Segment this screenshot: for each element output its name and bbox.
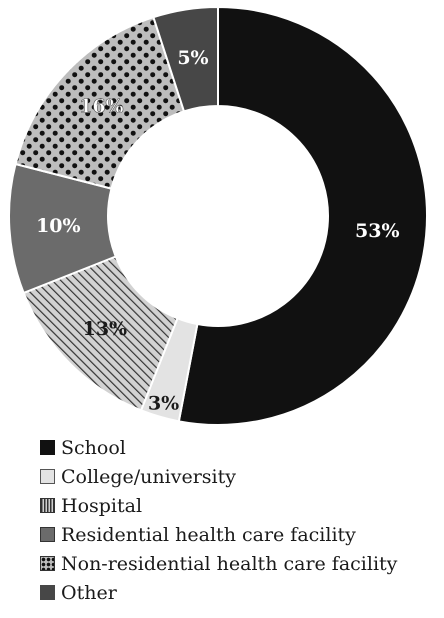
legend-label: College/university bbox=[61, 465, 236, 488]
legend: School College/university Hospital Resid… bbox=[40, 433, 397, 607]
data-label: 10% bbox=[36, 215, 81, 237]
residential-swatch-icon bbox=[40, 527, 55, 542]
legend-item-residential: Residential health care facility bbox=[40, 520, 397, 549]
legend-item-school: School bbox=[40, 433, 397, 462]
legend-label: Residential health care facility bbox=[61, 523, 356, 546]
data-label: 5% bbox=[177, 47, 208, 69]
data-label: 16% bbox=[79, 95, 124, 117]
legend-label: School bbox=[61, 436, 126, 459]
legend-item-hospital: Hospital bbox=[40, 491, 397, 520]
legend-item-other: Other bbox=[40, 578, 397, 607]
other-swatch-icon bbox=[40, 585, 55, 600]
college-swatch-icon bbox=[40, 469, 55, 484]
legend-label: Other bbox=[61, 581, 117, 604]
data-label: 13% bbox=[83, 318, 128, 340]
legend-item-college: College/university bbox=[40, 462, 397, 491]
slice-other bbox=[152, 5, 219, 113]
donut-chart: 53% 3% 13% 10% 16% 5% bbox=[8, 5, 428, 426]
slice-school bbox=[177, 5, 428, 426]
hospital-swatch-icon bbox=[40, 498, 55, 513]
slice-non-residential-health-care-facility bbox=[14, 15, 186, 190]
data-label: 3% bbox=[148, 392, 179, 414]
legend-label: Hospital bbox=[61, 494, 143, 517]
legend-item-nonresidential: Non-residential health care facility bbox=[40, 549, 397, 578]
data-label: 53% bbox=[355, 220, 400, 242]
legend-label: Non-residential health care facility bbox=[61, 552, 398, 575]
nonresidential-swatch-icon bbox=[40, 556, 55, 571]
school-swatch-icon bbox=[40, 440, 55, 455]
